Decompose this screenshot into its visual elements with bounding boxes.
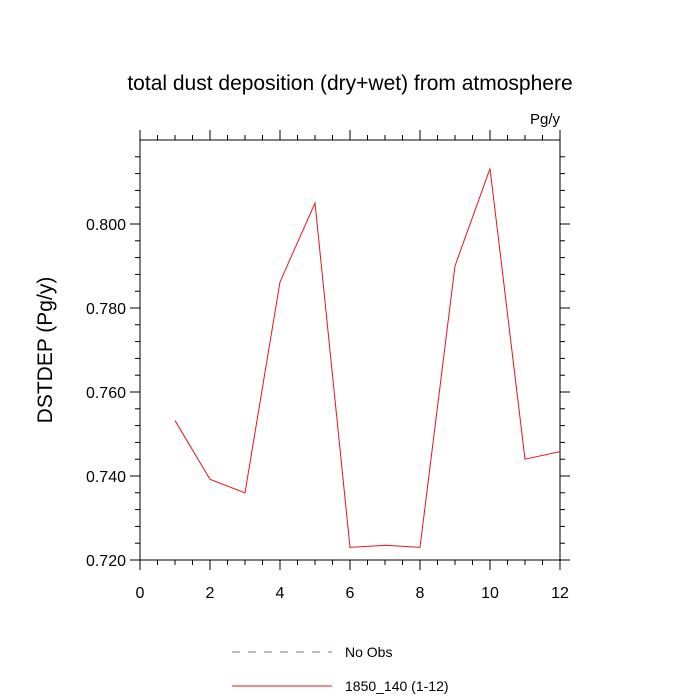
y-axis-label: DSTDEP (Pg/y) — [34, 277, 57, 424]
axis-tick-labels: 0 2 4 6 8 10 12 0.720 0.740 0.760 0.780 0.800 — [86, 217, 569, 602]
y-tick-label: 0.740 — [86, 469, 126, 486]
axis-ticks — [130, 130, 570, 570]
series-line-1 — [174, 168, 561, 548]
x-tick-label: 10 — [481, 585, 499, 602]
units-label: Pg/y — [530, 111, 561, 128]
y-tick-label: 0.780 — [86, 301, 126, 318]
legend-label-1: 1850_140 (1-12) — [345, 678, 449, 694]
y-tick-label: 0.720 — [86, 553, 126, 570]
x-tick-label: 2 — [206, 585, 215, 602]
x-tick-label: 0 — [136, 585, 145, 602]
legend-label-0: No Obs — [345, 644, 392, 660]
x-tick-label: 6 — [346, 585, 355, 602]
series-layer — [174, 168, 561, 548]
x-tick-label: 8 — [416, 585, 425, 602]
x-tick-label: 12 — [551, 585, 569, 602]
y-tick-label: 0.760 — [86, 385, 126, 402]
x-tick-label: 4 — [276, 585, 285, 602]
chart-title: total dust deposition (dry+wet) from atm… — [127, 72, 572, 95]
plot-frame — [139, 139, 561, 561]
y-tick-label: 0.800 — [86, 217, 126, 234]
legend: No Obs 1850_140 (1-12) — [232, 644, 449, 694]
